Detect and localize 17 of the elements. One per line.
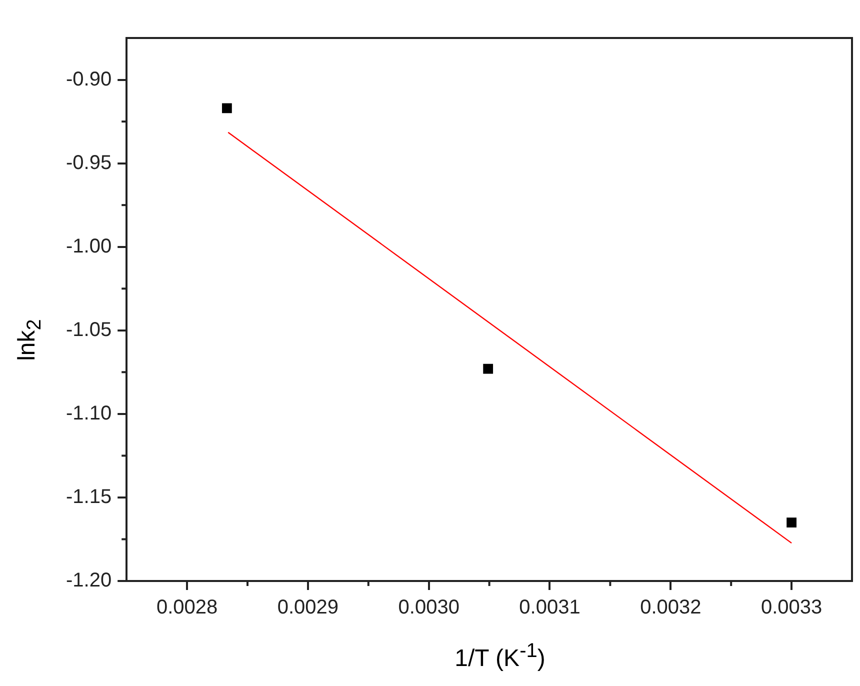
y-tick-label: -1.10 [66,402,112,424]
x-tick-label: 0.0030 [398,596,460,619]
y-tick-label: -0.90 [66,68,112,90]
y-tick-label: -1.05 [66,318,112,341]
y-tick-label: -0.95 [66,152,112,174]
y-tick-label: -1.00 [66,235,112,258]
point [786,518,796,528]
x-axis-title: 1/T (K$^{-1}$) [454,640,546,673]
x-tick-label: 0.0033 [760,596,822,619]
y-tick-label: -1.15 [66,486,112,508]
point [222,103,232,114]
point [483,364,494,374]
y-tick-label: -1.20 [66,570,112,592]
x-tick-label: 0.0031 [519,596,580,619]
x-tick-label: 0.0032 [640,596,702,619]
x-tick-label: 0.0028 [156,596,218,619]
x-tick-label: 0.0029 [277,596,339,619]
